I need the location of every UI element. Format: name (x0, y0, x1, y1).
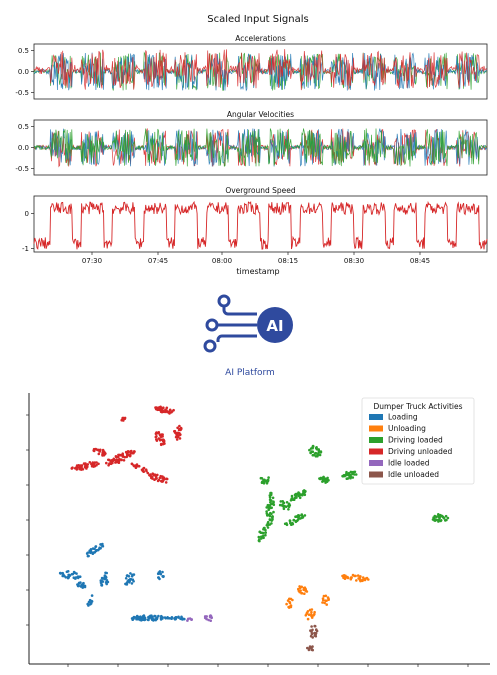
legend-item: Unloading (369, 424, 426, 433)
x-tick-label: 08:00 (212, 257, 232, 265)
panel-title: Angular Velocities (227, 110, 294, 119)
legend-swatch (369, 414, 383, 420)
legend-item: Idle unloaded (369, 470, 439, 479)
panel-title: Accelerations (235, 34, 286, 43)
legend-item: Driving loaded (369, 436, 443, 445)
cluster (148, 472, 169, 484)
signal-panel-3: Overground Speed 0 -1 (22, 186, 488, 253)
signal-series (33, 128, 488, 167)
cluster (321, 594, 330, 606)
cluster (86, 594, 94, 607)
cluster (285, 597, 294, 609)
legend-label: Idle unloaded (388, 470, 439, 479)
x-axis-ticks: 07:30 07:45 08:00 08:15 08:30 08:45 (82, 252, 430, 265)
x-tick-label: 07:45 (148, 257, 168, 265)
cluster (283, 513, 307, 527)
signal-panel-2: Angular Velocities 0.5 0.0 -0.5 (15, 110, 488, 176)
cluster (341, 470, 358, 481)
y-tick-label: 0 (25, 210, 29, 218)
cluster (76, 581, 87, 589)
cluster (173, 424, 183, 441)
y-tick-label: 0.0 (18, 68, 29, 76)
cluster (278, 500, 292, 511)
cluster (130, 462, 150, 475)
cluster (120, 416, 127, 422)
cluster (154, 431, 166, 447)
legend-label: Driving unloaded (388, 447, 453, 456)
signal-panel-1: Accelerations 0.5 0.0 -0.5 (15, 34, 488, 100)
panel-frame (33, 195, 488, 253)
legend-label: Loading (388, 413, 418, 422)
legend-item: Idle loaded (369, 459, 430, 468)
y-tick-label: 0.0 (18, 144, 29, 152)
cluster (297, 585, 309, 595)
cluster (308, 444, 323, 458)
cluster (70, 461, 100, 471)
cluster (341, 573, 370, 583)
cluster (186, 617, 193, 622)
legend-label: Idle loaded (388, 459, 430, 468)
cluster (105, 449, 136, 467)
legend-swatch (369, 460, 383, 466)
legend-swatch (369, 471, 383, 478)
cluster (309, 624, 319, 639)
y-tick-label: -0.5 (15, 165, 29, 173)
activity-legend: Dumper Truck Activities Loading Unloading… (361, 397, 475, 485)
cluster (431, 513, 450, 523)
cluster (304, 608, 316, 621)
legend-item: Driving unloaded (369, 447, 453, 456)
cluster (130, 614, 171, 622)
ai-chip-icon: AI (203, 294, 293, 353)
legend-swatch (369, 425, 383, 432)
cluster (85, 542, 105, 558)
activity-scatter-plot (26, 393, 490, 667)
panel-title: Overground Speed (225, 186, 296, 195)
cluster (257, 526, 268, 543)
scatter-ticks (26, 414, 469, 667)
y-tick-label: 0.5 (18, 123, 29, 131)
cluster (154, 405, 175, 415)
legend-swatch (369, 448, 383, 455)
legend-title: Dumper Truck Activities (373, 402, 462, 411)
cluster (58, 570, 82, 580)
legend-label: Unloading (388, 424, 426, 433)
x-tick-label: 08:15 (278, 257, 298, 265)
cluster (259, 476, 270, 485)
ai-platform-label: AI Platform (225, 368, 275, 378)
activity-clusters (58, 405, 450, 652)
cluster (156, 570, 165, 581)
legend-item: Loading (369, 413, 418, 422)
signals-title: Scaled Input Signals (207, 14, 308, 25)
signal-series (33, 128, 488, 167)
x-axis-label: timestamp (236, 267, 279, 276)
cluster (124, 572, 136, 586)
cluster (318, 475, 330, 484)
x-tick-label: 07:30 (82, 257, 102, 265)
cluster (170, 615, 186, 621)
y-tick-label: 0.5 (18, 47, 29, 55)
signal-series (33, 49, 488, 91)
x-tick-label: 08:30 (344, 257, 364, 265)
cluster (203, 614, 213, 622)
cluster (289, 489, 307, 502)
y-tick-label: -0.5 (15, 89, 29, 97)
cluster (99, 571, 110, 587)
x-tick-label: 08:45 (410, 257, 430, 265)
ai-icon-text: AI (266, 317, 283, 335)
cluster (306, 645, 315, 652)
legend-swatch (369, 437, 383, 443)
y-tick-label: -1 (22, 245, 29, 253)
speed-series (33, 200, 488, 250)
legend-label: Driving loaded (388, 436, 443, 445)
cluster (265, 491, 276, 529)
cluster (92, 447, 107, 457)
